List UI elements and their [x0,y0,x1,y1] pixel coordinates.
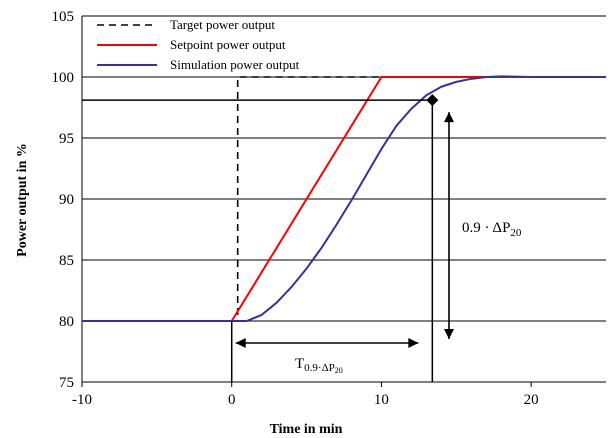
x-tick--10: -10 [72,392,92,408]
series-line-3 [82,75,606,322]
x-tick-10: 10 [374,392,389,408]
x-tick-0: 0 [228,392,236,408]
y-tick-85: 85 [59,253,74,269]
legend: Target power output Setpoint power output… [97,17,300,72]
x-tick-labels: -10 0 10 20 [72,392,539,408]
annotations: 0.9 · ΔP20 T0.9·ΔP20 [82,94,522,382]
y-tick-105: 105 [52,9,75,25]
rise-label-sub: 20 [510,227,522,239]
y-tick-labels: 75 80 85 90 95 100 105 [52,9,75,391]
time-arrow-head-end [408,338,419,348]
time-label-sub: 0.9·ΔP [304,362,335,374]
legend-label-3: Simulation power output [170,57,300,72]
time-label: T0.9·ΔP20 [295,356,343,375]
rise-arrow-head-end [444,329,454,339]
time-label-subsub: 20 [335,366,343,375]
y-tick-95: 95 [59,131,74,147]
series-lines [82,75,606,322]
marker-diamond [426,94,439,107]
rise-label: 0.9 · ΔP20 [462,220,522,239]
y-tick-75: 75 [59,375,74,391]
x-tick-20: 20 [524,392,539,408]
legend-label-1: Target power output [170,17,275,32]
x-axis-title: Time in min [270,422,343,437]
y-tick-90: 90 [59,192,74,208]
rise-arrow-head-start [444,112,454,123]
y-tick-80: 80 [59,314,74,330]
y-axis-title: Power output in % [15,143,30,257]
legend-label-2: Setpoint power output [170,37,286,52]
time-arrow-head-start [235,338,246,348]
grid-lines [81,15,606,387]
y-tick-100: 100 [52,70,75,86]
